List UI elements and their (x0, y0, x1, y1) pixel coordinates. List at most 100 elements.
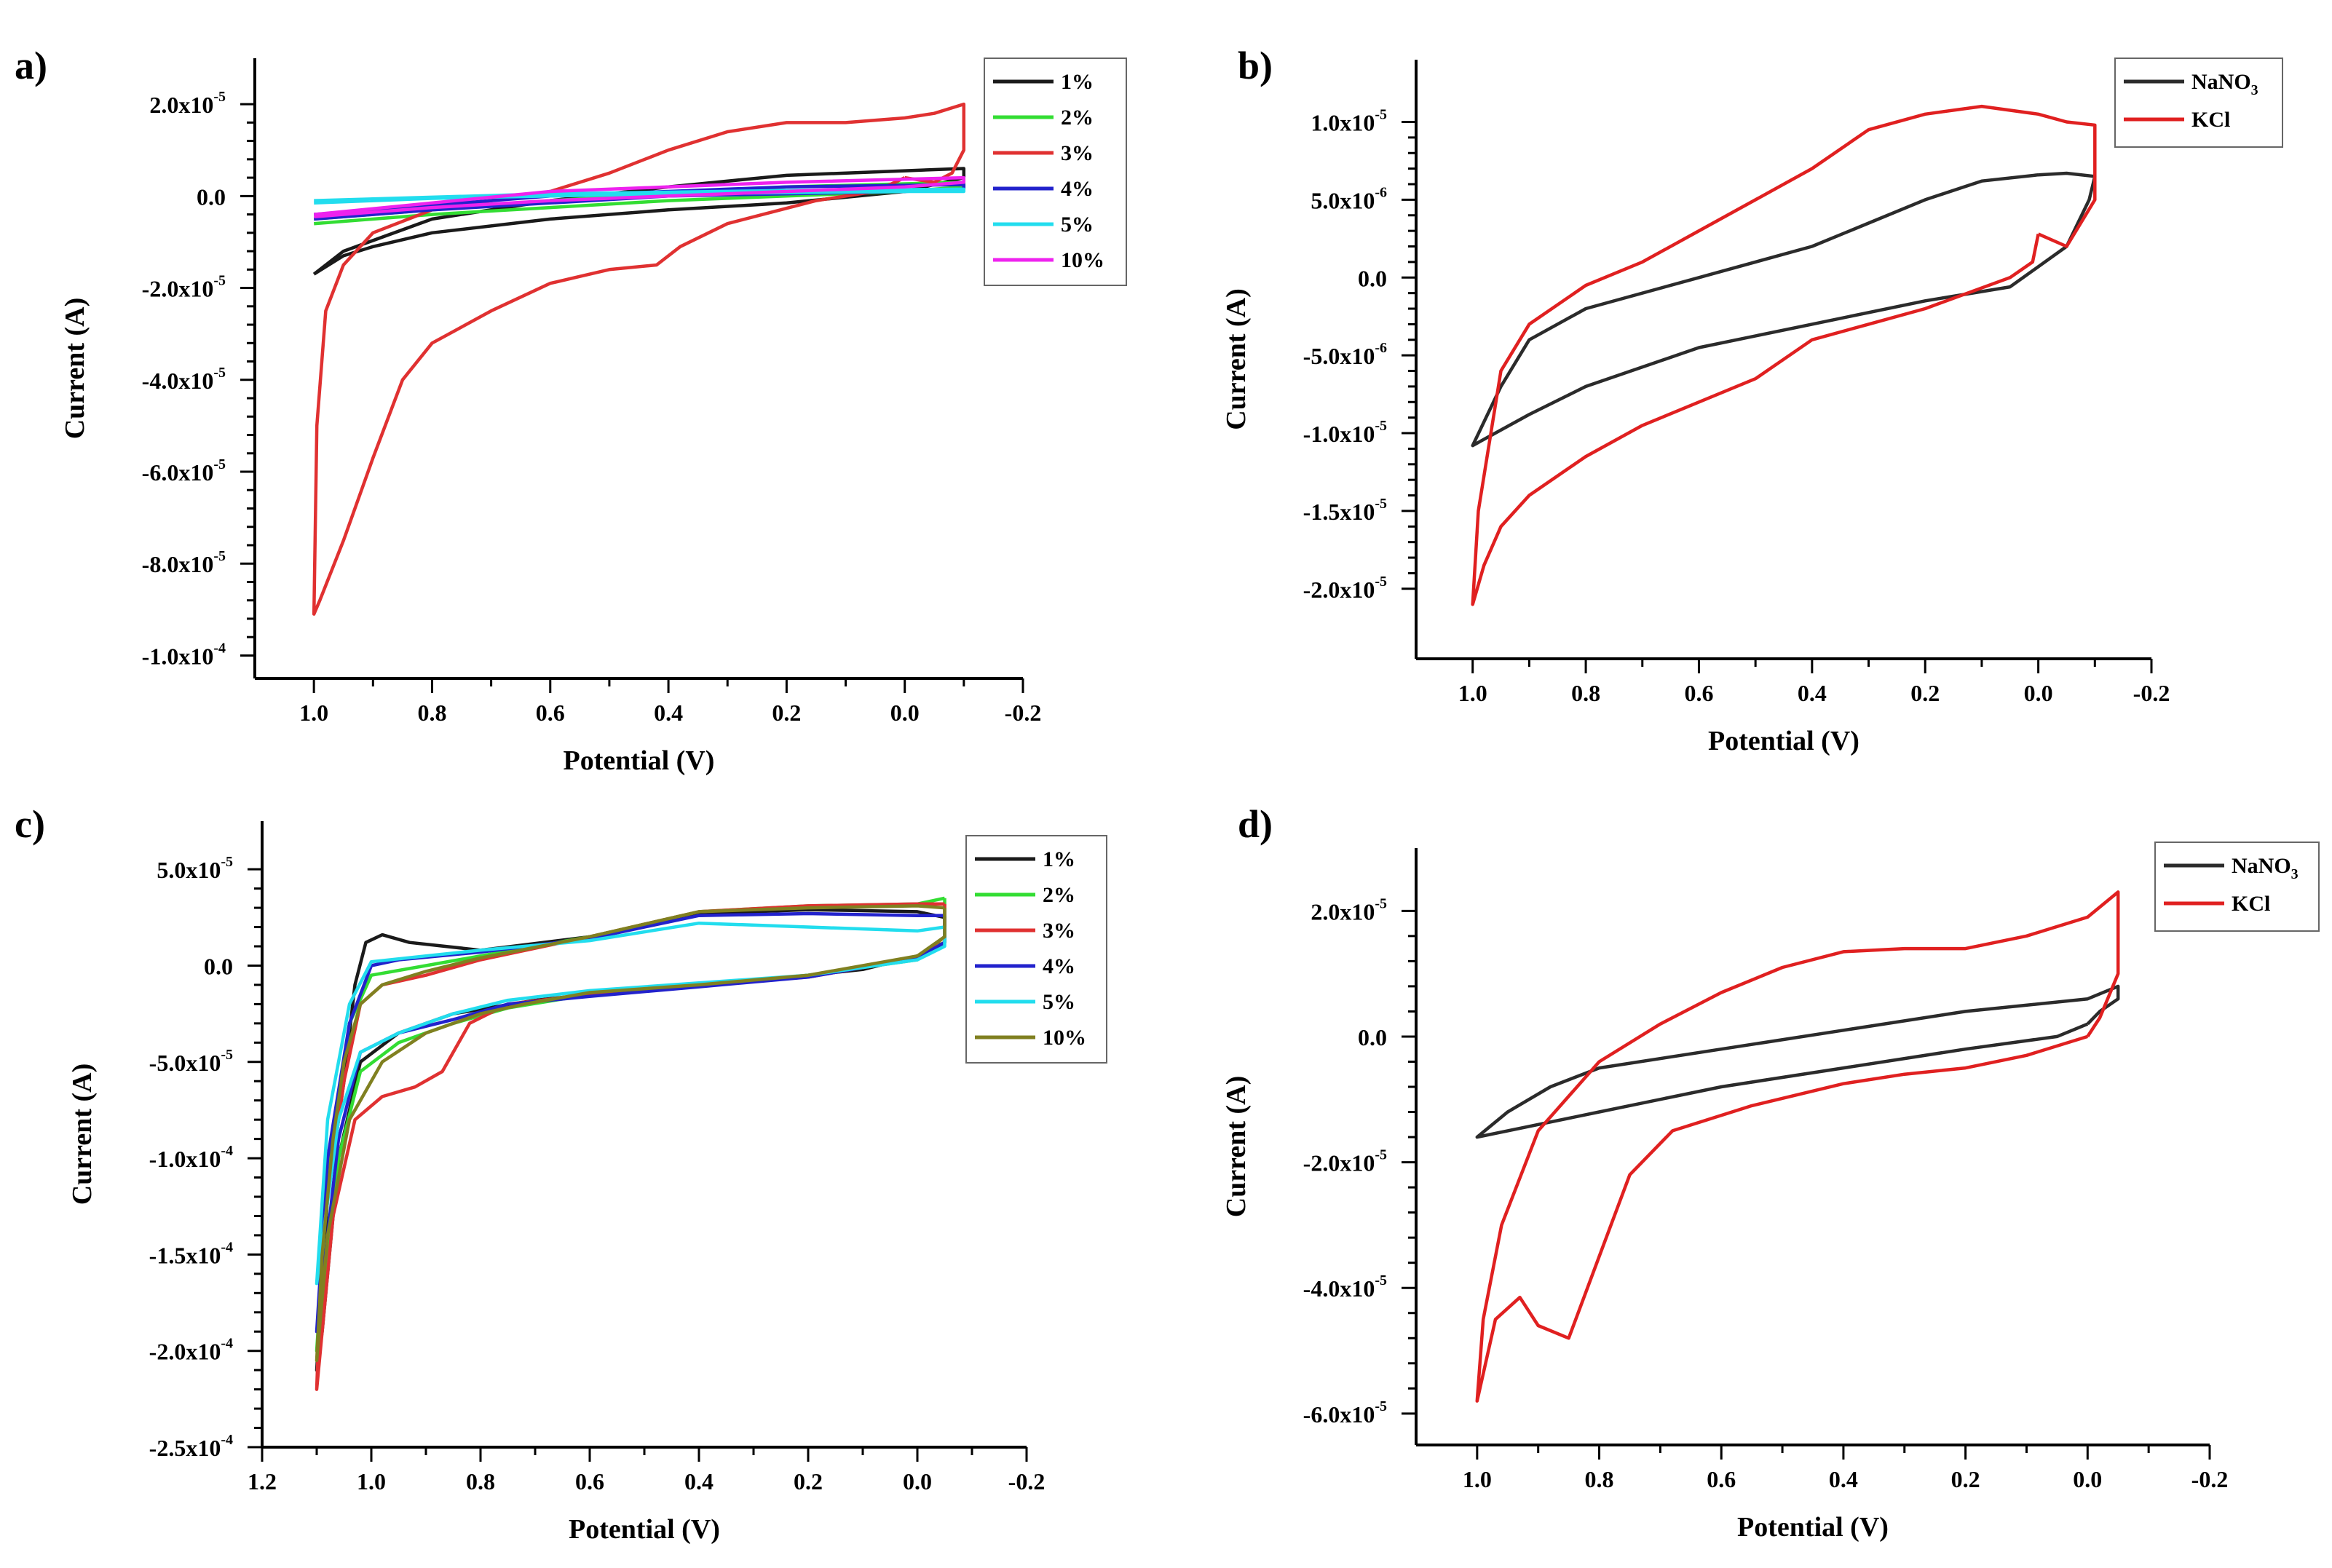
panel-label-c: c) (15, 802, 45, 846)
legend-label: 3% (1043, 919, 1075, 943)
panel-d: d) 1.0 0.8 0.6 0.4 0.2 0.0 -0.2 2.0x10-5 0.0 -2.0… (1221, 802, 2320, 1543)
legend-box (2114, 58, 2283, 148)
x-tick-label: 0.2 (1910, 680, 1940, 706)
x-tick-label: 0.0 (2024, 680, 2053, 706)
x-tick-label: 1.0 (1458, 680, 1487, 706)
y-tick-label: -2.0x10-4 (149, 1336, 233, 1365)
y-tick-label: 2.0x10-5 (149, 89, 226, 118)
legend-label: 5% (1061, 213, 1094, 237)
legend-box (965, 835, 1107, 1064)
y-axis-title: Current (A) (67, 1064, 98, 1205)
x-tick-label: -0.2 (2133, 680, 2170, 706)
legend-label: 4% (1043, 954, 1075, 978)
y-tick-label: -6.0x10-5 (142, 456, 226, 486)
x-tick-label: 0.2 (772, 700, 801, 726)
x-tick-label: 0.4 (684, 1468, 714, 1494)
x-tick-label: 0.0 (2073, 1466, 2102, 1492)
y-tick-label: -2.5x10-4 (149, 1432, 233, 1461)
series-line-3pct (312, 102, 966, 616)
y-axis-title: Current (A) (60, 298, 90, 440)
y-tick-label: 0.0 (1358, 265, 1387, 291)
y-tick-label: -8.0x10-5 (142, 548, 226, 577)
series-line-10pct (313, 175, 966, 218)
y-tick-label: -2.0x10-5 (1303, 1147, 1387, 1176)
y-tick-label: -1.0x10-5 (1303, 418, 1387, 447)
legend-label: 2% (1043, 883, 1075, 907)
panel-label-a: a) (15, 44, 47, 87)
y-tick-label: -1.0x10-4 (149, 1143, 233, 1172)
panel-label-b: b) (1238, 44, 1273, 87)
panel-a: a) 1.0 0.8 0.6 0.4 0.2 0.0 -0.2 2.0x10-5 0.0 -2.0… (15, 44, 1127, 776)
y-tick-label: -2.0x10-5 (142, 273, 226, 302)
x-tick-label: 0.2 (794, 1468, 823, 1494)
x-tick-label: 0.8 (1585, 1466, 1614, 1492)
y-axis-title: Current (A) (1221, 1076, 1252, 1218)
y-tick-label: 0.0 (204, 953, 233, 979)
x-tick-label: 0.6 (1707, 1466, 1736, 1492)
legend-label: KCl (2191, 108, 2230, 132)
y-tick-label: -6.0x10-5 (1303, 1398, 1387, 1428)
legend-label: NaNO3 (2191, 70, 2258, 98)
series-line-kcl (1471, 104, 2097, 606)
legend-label: 3% (1061, 141, 1094, 165)
x-tick-label: 0.0 (903, 1468, 932, 1494)
x-tick-label: 0.6 (1684, 680, 1713, 706)
x-axis-title: Potential (V) (569, 1514, 720, 1545)
y-tick-label: 0.0 (197, 183, 226, 210)
x-tick-label: 0.8 (417, 700, 446, 726)
x-tick-label: 0.6 (575, 1468, 604, 1494)
x-tick-label: 0.4 (654, 700, 683, 726)
x-tick-label: 0.8 (1571, 680, 1600, 706)
y-tick-label: -4.0x10-5 (142, 365, 226, 394)
y-tick-label: 0.0 (1358, 1024, 1387, 1050)
y-tick-label: 2.0x10-5 (1311, 895, 1387, 924)
series-line-kcl (1475, 890, 2120, 1403)
y-tick-label: -4.0x10-5 (1303, 1272, 1387, 1302)
y-tick-label: -5.0x10-6 (1303, 340, 1387, 369)
y-tick-label: -5.0x10-5 (149, 1047, 233, 1076)
y-tick-label: -1.5x10-4 (149, 1239, 233, 1268)
y-tick-label: -1.0x10-4 (142, 640, 226, 669)
y-axis-title: Current (A) (1221, 288, 1252, 430)
y-tick-label: 5.0x10-6 (1311, 184, 1387, 213)
x-tick-label: 1.0 (1463, 1466, 1492, 1492)
x-tick-label: 1.0 (357, 1468, 386, 1494)
panel-b: b) 1.0 0.8 0.6 0.4 0.2 0.0 -0.2 1.0x10-5 5.0x10-… (1221, 44, 2283, 756)
x-tick-label: 1.2 (248, 1468, 277, 1494)
x-tick-label: 0.4 (1798, 680, 1827, 706)
x-axis-title: Potential (V) (564, 745, 715, 776)
legend-label: KCl (2232, 892, 2270, 916)
series-line-2pct (315, 896, 946, 1353)
x-tick-label: 0.6 (536, 700, 565, 726)
y-tick-label: 5.0x10-5 (157, 854, 233, 883)
x-axis-title: Potential (V) (1708, 726, 1859, 756)
x-tick-label: 0.2 (1951, 1466, 1980, 1492)
x-axis-title: Potential (V) (1737, 1512, 1889, 1543)
x-tick-label: -0.2 (2191, 1466, 2229, 1492)
x-tick-label: 0.0 (890, 700, 920, 726)
x-tick-label: -0.2 (1005, 700, 1042, 726)
series-line-nano (1471, 171, 2097, 448)
panel-label-d: d) (1238, 802, 1273, 846)
legend-label: 4% (1061, 177, 1094, 201)
panel-c: c) 1.2 1.0 0.8 0.6 0.4 0.2 0.0 -0.2 5.0x10-5 0.0 -… (15, 802, 1107, 1545)
legend-label: 10% (1061, 248, 1104, 272)
x-tick-label: 0.4 (1829, 1466, 1858, 1492)
x-tick-label: 0.8 (466, 1468, 495, 1494)
series-line-10pct (315, 904, 946, 1363)
legend-label: 10% (1043, 1026, 1086, 1050)
legend-box (984, 58, 1127, 286)
legend-label: 2% (1061, 106, 1094, 130)
legend-label: NaNO3 (2232, 854, 2299, 882)
x-tick-label: 1.0 (299, 700, 328, 726)
y-tick-label: 1.0x10-5 (1311, 107, 1387, 136)
legend-label: 5% (1043, 990, 1075, 1014)
legend-label: 1% (1061, 70, 1094, 94)
legend-box (2154, 842, 2320, 932)
series-line-nano (1475, 984, 2120, 1139)
y-tick-label: -1.5x10-5 (1303, 496, 1387, 525)
y-tick-label: -2.0x10-5 (1303, 574, 1387, 603)
legend-label: 1% (1043, 847, 1075, 871)
x-tick-label: -0.2 (1008, 1468, 1046, 1494)
